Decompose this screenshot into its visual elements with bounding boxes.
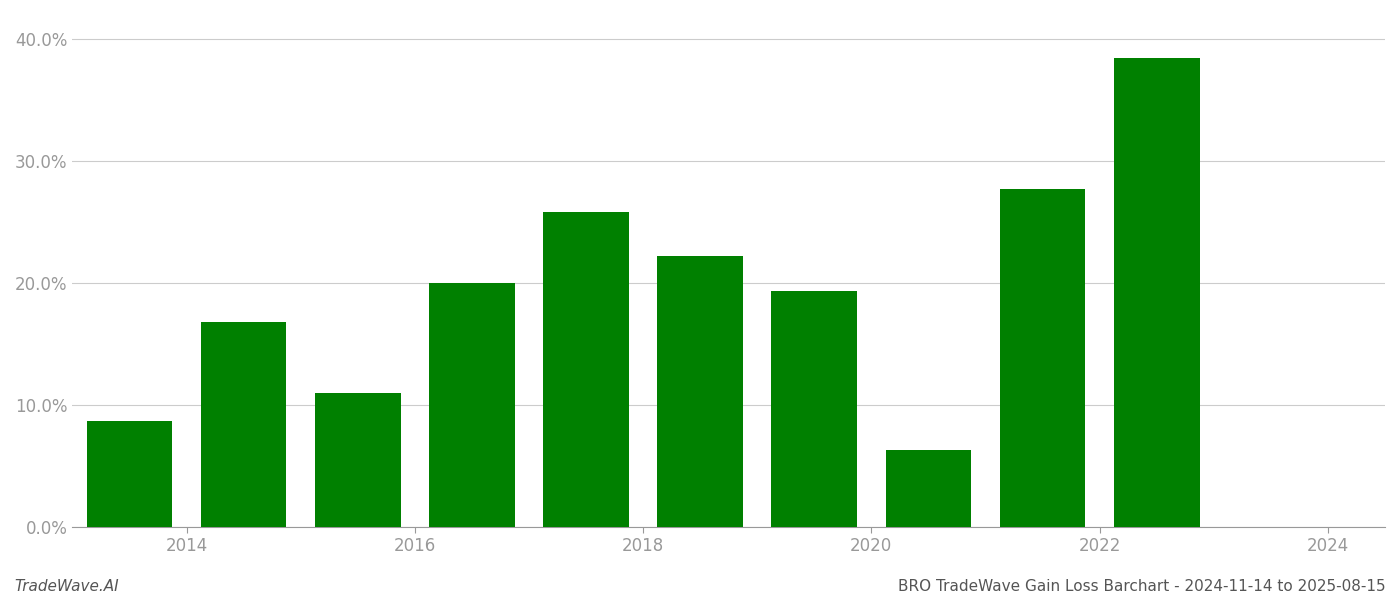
Bar (543, 212, 629, 527)
Bar (886, 450, 972, 527)
Bar (87, 421, 172, 527)
Bar (315, 392, 400, 527)
Bar (1000, 189, 1085, 527)
Text: BRO TradeWave Gain Loss Barchart - 2024-11-14 to 2025-08-15: BRO TradeWave Gain Loss Barchart - 2024-… (899, 579, 1386, 594)
Bar (428, 283, 515, 527)
Bar (771, 292, 857, 527)
Text: TradeWave.AI: TradeWave.AI (14, 579, 119, 594)
Bar (200, 322, 287, 527)
Bar (1114, 58, 1200, 527)
Bar (658, 256, 743, 527)
